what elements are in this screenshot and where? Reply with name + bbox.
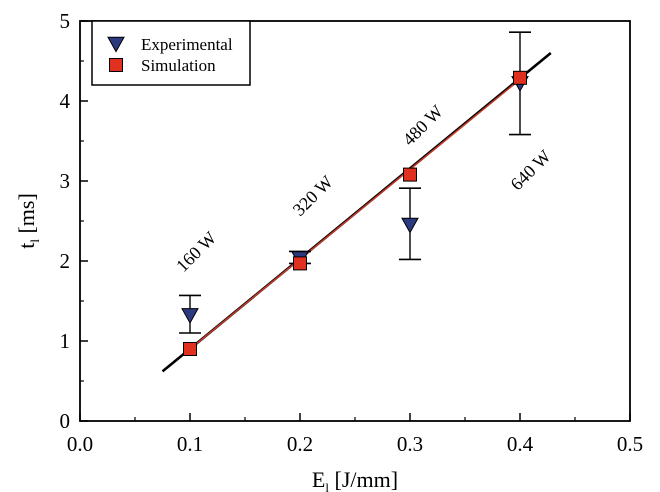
x-tick-label: 0.1 <box>177 432 203 456</box>
y-tick-label: 2 <box>60 249 71 273</box>
x-axis-title: El [J/mm] <box>312 467 398 492</box>
y-axis-title-unit: [ms] <box>14 193 39 239</box>
y-tick-label: 3 <box>60 169 71 193</box>
y-tick-label: 5 <box>60 9 71 33</box>
data-points <box>181 70 529 356</box>
experimental-point <box>401 217 419 234</box>
fit-lines <box>161 51 552 373</box>
y-axis-title-sub: l <box>27 239 42 243</box>
y-tick-label: 0 <box>60 409 71 433</box>
x-tick-label: 0.2 <box>287 432 313 456</box>
x-tick-label: 0.3 <box>397 432 423 456</box>
power-annotation: 320 W <box>289 172 337 220</box>
power-annotation: 640 W <box>506 146 554 194</box>
y-tick-label: 1 <box>60 329 71 353</box>
legend-label-simulation: Simulation <box>141 56 216 75</box>
power-annotation: 160 W <box>172 228 220 276</box>
simulation-point <box>513 70 527 85</box>
x-tick-label: 0.4 <box>507 432 534 456</box>
power-annotation: 480 W <box>399 101 447 149</box>
x-axis-title-unit: [J/mm] <box>329 467 398 492</box>
legend-marker-simulation <box>109 58 123 72</box>
y-axis-title-main: t <box>14 243 39 249</box>
y-axis-title: tl [ms] <box>14 193 42 249</box>
simulation-point <box>183 342 197 356</box>
x-axis-title-sub: l <box>325 480 329 492</box>
simulation-point <box>293 256 307 271</box>
x-axis-title-main: E <box>312 467 325 492</box>
y-tick-label: 4 <box>60 89 71 113</box>
fit-line-2 <box>189 78 521 350</box>
legend-box <box>91 20 251 86</box>
experimental-point <box>181 308 199 325</box>
legend-marker-experimental <box>107 36 125 53</box>
x-tick-label: 0.5 <box>617 432 643 456</box>
legend: Experimental Simulation <box>91 20 251 86</box>
axis-ticks: 0.0 0.1 0.2 0.3 0.4 0.5 0 1 2 3 4 5 <box>60 9 644 456</box>
legend-label-experimental: Experimental <box>141 35 233 54</box>
annotations: 160 W 320 W 480 W 640 W <box>172 101 555 276</box>
x-tick-label: 0.0 <box>67 432 93 456</box>
simulation-point <box>403 167 417 182</box>
